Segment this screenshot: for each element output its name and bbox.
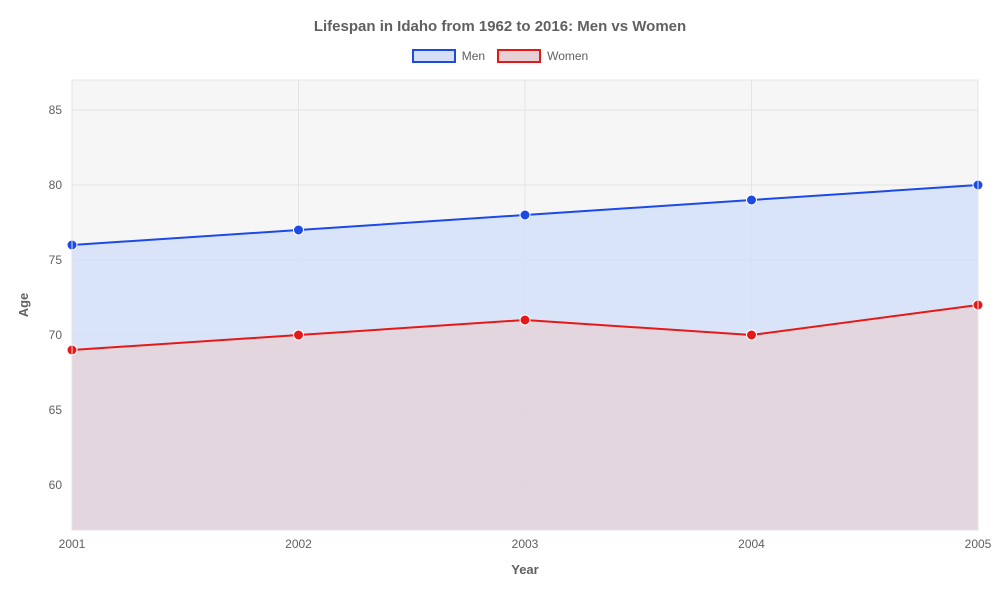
svg-text:2005: 2005 [965, 537, 992, 551]
svg-text:85: 85 [49, 103, 63, 117]
chart-title: Lifespan in Idaho from 1962 to 2016: Men… [0, 0, 1000, 35]
plot-area: 60 65 70 75 80 85 2001 2002 2003 2004 2005 Year Age [0, 70, 1000, 600]
svg-text:2004: 2004 [738, 537, 765, 551]
chart-svg: 60 65 70 75 80 85 2001 2002 2003 2004 2005 Year Age [0, 70, 1000, 600]
svg-text:2002: 2002 [285, 537, 312, 551]
svg-text:75: 75 [49, 253, 63, 267]
svg-text:60: 60 [49, 478, 63, 492]
svg-text:70: 70 [49, 328, 63, 342]
legend-item-women: Women [497, 49, 588, 63]
svg-text:Age: Age [16, 293, 31, 318]
legend-swatch-men [412, 49, 456, 63]
legend-swatch-women [497, 49, 541, 63]
svg-text:2001: 2001 [59, 537, 86, 551]
legend-label-men: Men [462, 49, 485, 63]
legend-item-men: Men [412, 49, 485, 63]
svg-text:2003: 2003 [512, 537, 539, 551]
legend: Men Women [0, 49, 1000, 63]
svg-text:80: 80 [49, 178, 63, 192]
svg-text:Year: Year [511, 562, 538, 577]
legend-label-women: Women [547, 49, 588, 63]
svg-text:65: 65 [49, 403, 63, 417]
